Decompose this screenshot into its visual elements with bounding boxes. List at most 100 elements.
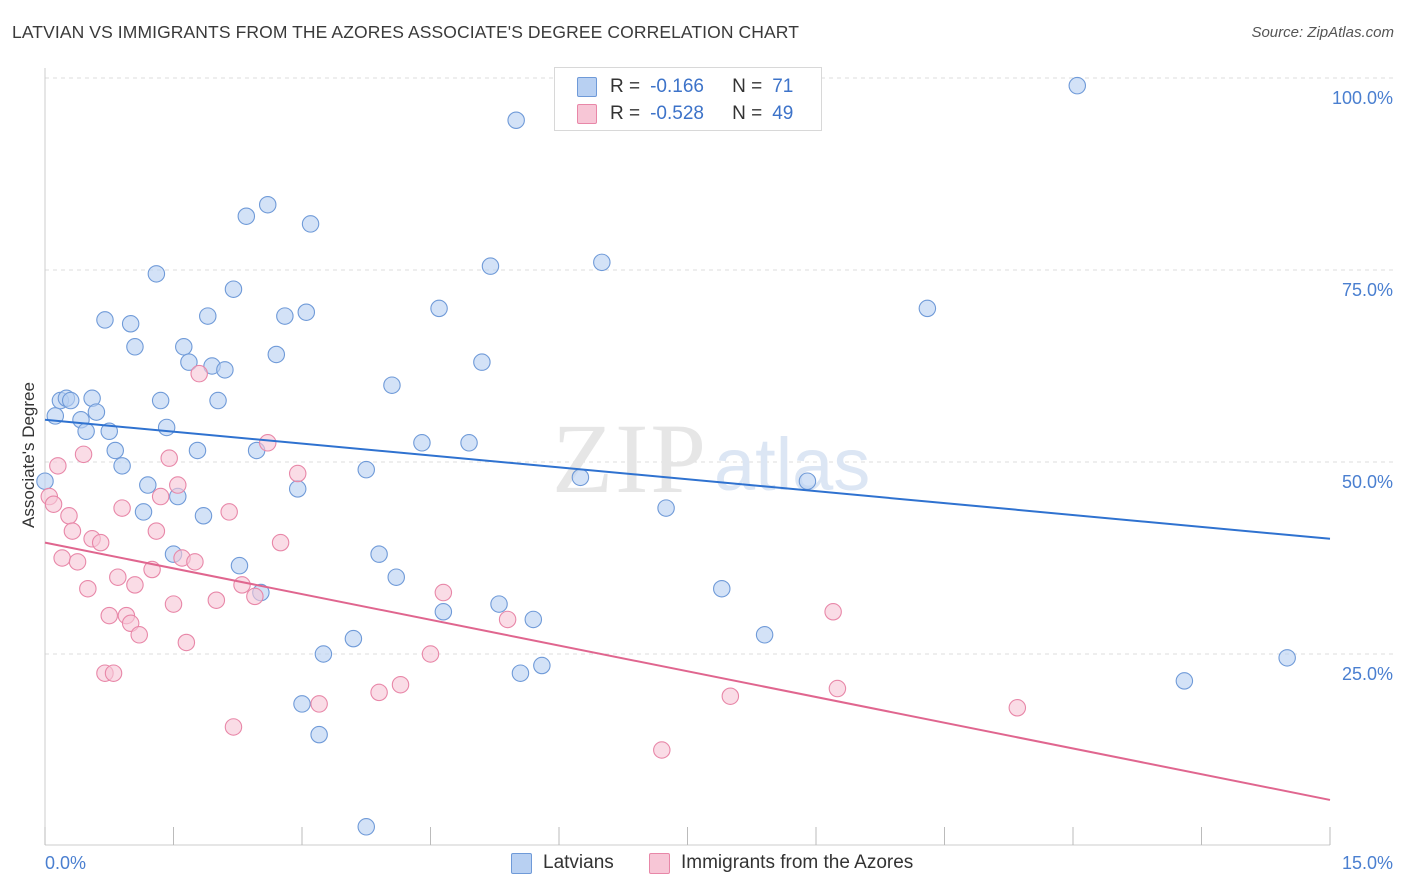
latvian-point xyxy=(106,441,124,460)
watermark-atlas: atlas xyxy=(714,423,870,506)
watermark-zip: ZIP xyxy=(552,403,708,514)
azores-point xyxy=(1008,699,1027,717)
azores-point xyxy=(74,445,93,464)
azores-point xyxy=(104,664,123,682)
azores-point xyxy=(63,522,82,540)
latvian-point xyxy=(481,257,500,275)
latvian-point xyxy=(180,353,198,371)
source-label: Source: ZipAtlas.com xyxy=(1251,24,1394,41)
latvian-point xyxy=(276,307,294,325)
azores-point xyxy=(190,364,208,383)
latvian-point xyxy=(147,265,166,283)
azores-point xyxy=(421,645,440,663)
azores-point xyxy=(434,583,453,602)
azores-point xyxy=(164,595,183,613)
latvian-point xyxy=(473,353,491,371)
x-tick-label: 0.0% xyxy=(45,853,86,873)
latvian-point xyxy=(288,480,307,498)
latvian-point xyxy=(175,338,193,356)
correlation-legend: R = -0.166 N = 71 R = -0.528 N = 49 xyxy=(554,67,822,131)
latvian-point xyxy=(357,460,375,479)
bottom-legend-swatch-latvians xyxy=(511,852,532,874)
legend-row-latvians: R = -0.166 N = 71 xyxy=(577,74,793,100)
azores-point xyxy=(100,606,119,625)
azores-point xyxy=(653,741,671,759)
y-tick-label: 25.0% xyxy=(1342,664,1393,684)
latvian-point xyxy=(1278,649,1296,667)
latvian-point xyxy=(657,499,675,517)
azores-point xyxy=(60,507,78,525)
legend-swatch-azores xyxy=(577,104,597,124)
legend-r-label: R = xyxy=(610,103,641,124)
azores-point xyxy=(233,576,251,594)
latvians-trend-line xyxy=(44,418,1331,540)
legend-n-value: 49 xyxy=(772,103,794,124)
latvian-point xyxy=(524,610,543,629)
x-tick-label: 15.0% xyxy=(1342,853,1393,873)
tick-labels: 25.0% 50.0% 75.0% 100.0% 0.0% 15.0% xyxy=(45,88,1393,873)
azores-point xyxy=(207,591,226,609)
azores-point xyxy=(68,553,87,571)
latvian-point xyxy=(199,307,217,325)
latvian-point xyxy=(134,503,153,521)
latvian-point xyxy=(314,645,333,663)
latvian-point xyxy=(188,441,207,460)
latvian-point xyxy=(387,568,405,586)
azores-point xyxy=(220,503,238,521)
latvian-point xyxy=(293,695,311,713)
latvian-point xyxy=(344,629,363,648)
latvian-point xyxy=(310,725,328,744)
y-tick-label: 50.0% xyxy=(1342,472,1393,492)
latvian-point xyxy=(230,556,249,575)
azores-point xyxy=(160,449,178,467)
latvian-point xyxy=(139,476,157,494)
azores-point xyxy=(258,434,277,452)
azores-point xyxy=(246,587,264,606)
latvian-point xyxy=(61,391,80,410)
y-tick-label: 100.0% xyxy=(1332,88,1393,108)
azores-point xyxy=(288,464,307,483)
latvian-point xyxy=(77,422,95,441)
latvian-point xyxy=(87,403,106,421)
latvian-point xyxy=(357,818,375,836)
azores-point xyxy=(151,487,170,506)
latvian-point xyxy=(383,376,401,394)
y-axis-title: Associate's Degree xyxy=(19,382,38,528)
latvian-point xyxy=(918,299,937,318)
legend-n-value: 71 xyxy=(772,76,794,97)
bottom-legend-label-latvians: Latvians xyxy=(543,852,614,873)
latvian-point xyxy=(1175,672,1194,690)
latvian-point xyxy=(209,391,227,410)
azores-point xyxy=(391,675,410,694)
latvian-point xyxy=(430,299,448,318)
latvian-point xyxy=(36,472,54,490)
azores-point xyxy=(109,568,127,586)
latvian-point xyxy=(798,472,817,490)
latvian-point xyxy=(194,507,213,525)
azores-point xyxy=(53,549,71,567)
latvian-point xyxy=(533,656,551,675)
legend-swatch-latvians xyxy=(577,77,597,97)
latvian-point xyxy=(113,457,131,475)
azores-point xyxy=(91,533,110,552)
latvian-point xyxy=(593,253,611,272)
azores-point xyxy=(126,576,144,594)
azores-point xyxy=(44,495,63,513)
latvian-point xyxy=(96,311,114,329)
azores-point xyxy=(79,579,97,598)
latvian-point xyxy=(258,195,277,214)
azores-points xyxy=(40,364,1027,759)
bottom-legend-swatch-azores xyxy=(649,852,670,874)
azores-point xyxy=(370,683,388,702)
azores-point xyxy=(147,522,166,540)
latvian-point xyxy=(511,664,530,682)
bottom-legend-label-azores: Immigrants from the Azores xyxy=(681,852,914,873)
azores-point xyxy=(130,626,148,644)
latvian-point xyxy=(121,315,140,333)
latvians-points xyxy=(36,76,1296,836)
latvian-point xyxy=(224,280,243,298)
latvian-point xyxy=(157,418,176,437)
latvian-point xyxy=(413,434,431,452)
latvian-point xyxy=(490,595,508,613)
